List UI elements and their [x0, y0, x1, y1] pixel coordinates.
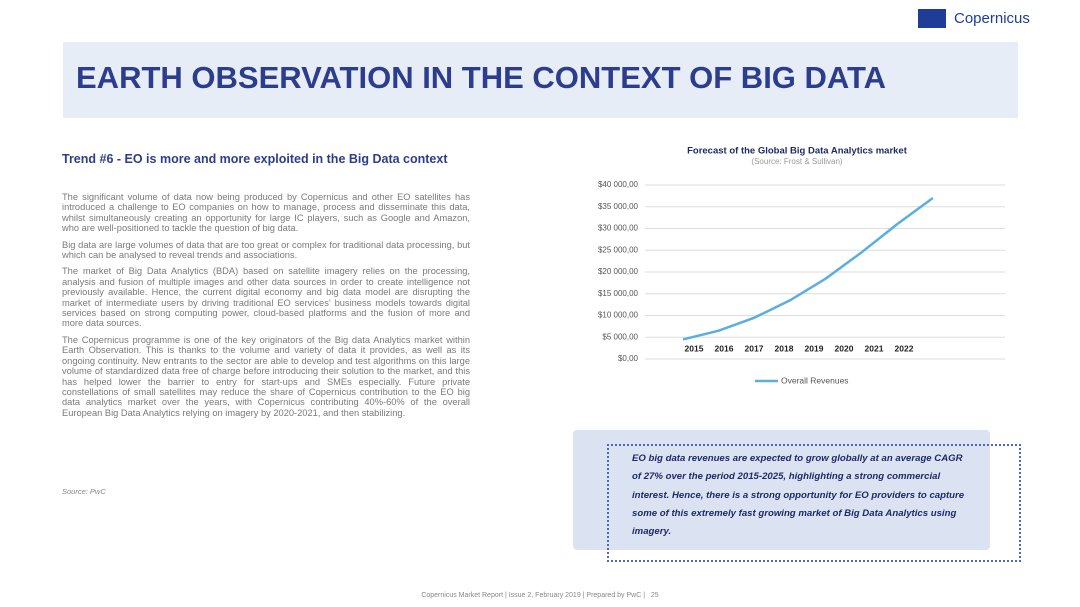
logo-text: Copernicus: [954, 10, 1030, 27]
y-tick-label: $25 000,00: [598, 245, 639, 254]
y-tick-label: $10 000,00: [598, 311, 639, 320]
footer-text: Copernicus Market Report | Issue 2, Febr…: [421, 592, 646, 599]
eu-flag: [918, 9, 946, 28]
page-number: 25: [650, 592, 659, 599]
paragraph: The market of Big Data Analytics (BDA) b…: [62, 266, 470, 329]
callout-text: EO big data revenues are expected to gro…: [632, 453, 965, 538]
callout-fill: [573, 430, 990, 550]
y-tick-label: $5 000,00: [602, 332, 638, 341]
legend-label: Overall Revenues: [781, 375, 849, 385]
body-text: The significant volume of data now being…: [62, 192, 470, 424]
x-tick-label: 2019: [805, 343, 824, 353]
x-tick-label: 2020: [835, 343, 854, 353]
slide-title: EARTH OBSERVATION IN THE CONTEXT OF BIG …: [76, 60, 887, 95]
paragraph: The significant volume of data now being…: [62, 192, 470, 234]
paragraph: Big data are large volumes of data that …: [62, 239, 470, 261]
x-tick-label: 2021: [865, 343, 884, 353]
x-tick-label: 2022: [895, 343, 914, 353]
x-tick-label: 2016: [715, 343, 734, 353]
source-note: Source: PwC: [62, 487, 106, 496]
y-tick-label: $35 000,00: [598, 202, 639, 211]
y-tick-label: $0,00: [618, 354, 639, 363]
header-band: [63, 42, 1018, 118]
chart-title: Forecast of the Global Big Data Analytic…: [687, 146, 908, 157]
y-tick-label: $15 000,00: [598, 289, 639, 298]
section-heading: Trend #6 - EO is more and more exploited…: [62, 152, 448, 166]
series-line: [682, 197, 934, 341]
x-tick-label: 2018: [775, 343, 794, 353]
y-tick-label: $30 000,00: [598, 224, 639, 233]
paragraph: The Copernicus programme is one of the k…: [62, 334, 470, 418]
x-tick-label: 2015: [685, 343, 704, 353]
chart-subtitle: (Source: Frost & Sullivan): [751, 157, 842, 166]
y-tick-label: $40 000,00: [598, 180, 639, 189]
x-tick-label: 2017: [745, 343, 764, 353]
footer: Copernicus Market Report | Issue 2, Febr…: [0, 592, 1080, 599]
y-tick-label: $20 000,00: [598, 267, 639, 276]
callout-border: [607, 444, 1021, 562]
